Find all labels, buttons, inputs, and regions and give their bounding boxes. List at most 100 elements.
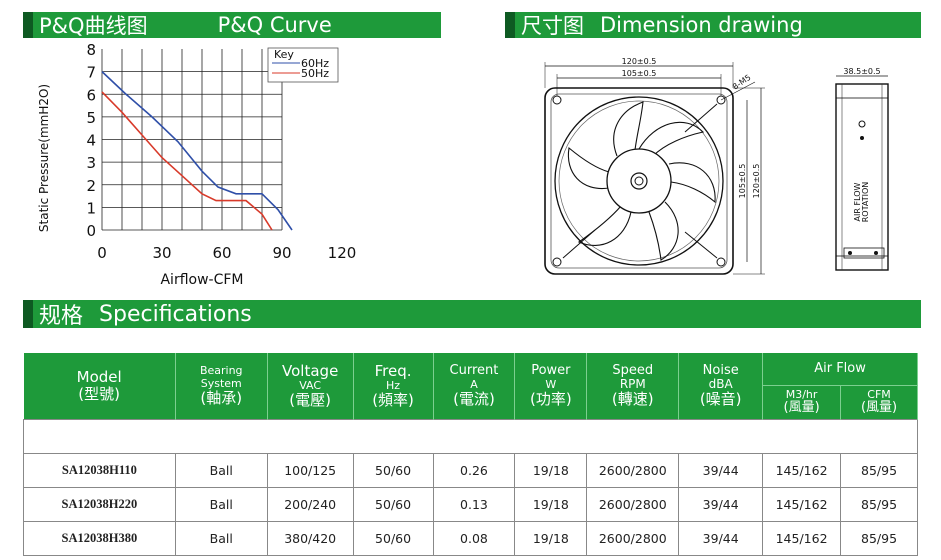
spec-header-en: Specifications <box>99 301 252 327</box>
dim-depth: 38.5±0.5 <box>843 67 880 76</box>
y-tick-label: 4 <box>86 132 96 150</box>
cell-cfm: 85/95 <box>840 452 918 488</box>
cell-power: 19/18 <box>514 452 588 488</box>
y-tick-label: 1 <box>86 199 96 217</box>
y-tick-label: 2 <box>86 177 96 195</box>
dimension-header: 尺寸图 Dimension drawing <box>505 12 921 38</box>
cell-current: 0.26 <box>432 452 516 488</box>
mounting-hole <box>552 257 562 267</box>
fan-front-view: 120±0.5 105±0.5 8-M5 105±0.5 120±0.5 <box>544 57 765 275</box>
chart-grid <box>101 49 283 231</box>
col-cfm: CFM (風量) <box>840 385 918 419</box>
fan-side-view: 38.5±0.5 AIR FLOW ROTATION <box>835 67 889 271</box>
col-current: Current A (電流) <box>433 353 516 419</box>
legend-entry-50hz: 50Hz <box>301 67 329 80</box>
header-marker <box>23 300 33 328</box>
cell-speed: 2600/2800 <box>586 452 680 488</box>
cell-cfm: 85/95 <box>840 486 918 522</box>
x-axis-label: Airflow-CFM <box>160 272 243 288</box>
x-tick-label: 120 <box>328 244 357 262</box>
mounting-hole <box>552 95 562 105</box>
col-airflow: Air Flow <box>762 353 918 386</box>
cell-freq: 50/60 <box>352 520 434 556</box>
pq-curve-header: P&Q曲线图 P&Q Curve <box>23 12 441 38</box>
dim-header-cn: 尺寸图 <box>521 14 584 38</box>
cell-model: SA12038H110 <box>23 452 176 488</box>
cell-power: 19/18 <box>514 520 588 556</box>
x-tick-label: 30 <box>152 244 171 262</box>
table-row: SA12038H380 Ball 380/420 50/60 0.08 19/1… <box>23 520 918 556</box>
cell-bearing: Ball <box>174 486 268 522</box>
cell-voltage: 380/420 <box>266 520 354 556</box>
col-model: Model (型號) <box>23 353 176 419</box>
pq-header-en: P&Q Curve <box>217 13 332 37</box>
rotation-label: ROTATION <box>861 182 870 223</box>
table-row: SA12038H220 Ball 200/240 50/60 0.13 19/1… <box>23 486 918 522</box>
chart-legend: Key 60Hz 50Hz <box>267 47 339 83</box>
spec-table: Model (型號) Bearing System (軸承) Voltage V… <box>23 353 918 556</box>
col-speed: Speed RPM (轉速) <box>586 353 680 419</box>
col-m3hr: M3/hr (風量) <box>762 385 842 419</box>
cell-freq: 50/60 <box>352 486 434 522</box>
cell-noise: 39/44 <box>678 452 764 488</box>
dim-hole-spacing: 105±0.5 <box>622 69 657 78</box>
dim-overall-height: 120±0.5 <box>752 164 761 199</box>
cell-speed: 2600/2800 <box>586 520 680 556</box>
airflow-label: AIR FLOW <box>853 182 862 221</box>
dim-overall-width: 120±0.5 <box>622 57 657 66</box>
dim-hole-spacing-vertical: 105±0.5 <box>738 164 747 199</box>
mounting-hole <box>716 257 726 267</box>
col-voltage: Voltage VAC (電壓) <box>267 353 354 419</box>
col-power: Power W (功率) <box>514 353 588 419</box>
side-frame-outline <box>835 83 889 271</box>
dim-header-en: Dimension drawing <box>600 13 803 37</box>
cell-bearing: Ball <box>174 520 268 556</box>
fan-hub <box>606 148 672 214</box>
x-tick-label: 60 <box>212 244 231 262</box>
col-freq: Freq. Hz (頻率) <box>353 353 434 419</box>
pq-header-cn: P&Q曲线图 <box>39 14 148 38</box>
cell-current: 0.08 <box>432 520 516 556</box>
y-tick-label: 3 <box>86 154 96 172</box>
cell-m3hr: 145/162 <box>762 520 842 556</box>
x-tick-labels: 0 30 60 90 120 <box>97 244 356 262</box>
cell-m3hr: 145/162 <box>762 452 842 488</box>
cell-voltage: 200/240 <box>266 486 354 522</box>
y-tick-label: 5 <box>86 109 96 127</box>
x-tick-label: 0 <box>97 244 107 262</box>
cell-voltage: 100/125 <box>266 452 354 488</box>
pq-chart: 0 1 2 3 4 5 6 7 8 0 30 60 90 120 Static Pressure(mmH… <box>37 41 356 288</box>
cell-noise: 39/44 <box>678 520 764 556</box>
chart-series <box>101 71 293 231</box>
cell-current: 0.13 <box>432 486 516 522</box>
y-axis-label: Static Pressure(mmH2O) <box>37 84 51 232</box>
cell-power: 19/18 <box>514 486 588 522</box>
fan-venturi-ring <box>554 96 724 266</box>
spec-header: 规格 Specifications <box>23 300 921 329</box>
legend-title: Key <box>274 48 294 61</box>
fan-blades <box>567 101 716 261</box>
series-line-60hz <box>101 71 293 231</box>
series-line-50hz <box>101 91 273 231</box>
legend-entry-60hz: 60Hz <box>301 57 329 70</box>
table-row: SA12038H110 Ball 100/125 50/60 0.26 19/1… <box>23 452 918 488</box>
cell-freq: 50/60 <box>352 452 434 488</box>
x-tick-label: 90 <box>272 244 291 262</box>
cell-noise: 39/44 <box>678 486 764 522</box>
header-marker <box>505 12 515 38</box>
cell-m3hr: 145/162 <box>762 486 842 522</box>
cell-speed: 2600/2800 <box>586 486 680 522</box>
y-tick-label: 0 <box>86 222 96 240</box>
cell-cfm: 85/95 <box>840 520 918 556</box>
y-tick-labels: 0 1 2 3 4 5 6 7 8 <box>86 41 96 240</box>
col-noise: Noise dBA (噪音) <box>678 353 764 419</box>
fan-frame-outline <box>544 87 734 275</box>
header-marker <box>23 12 33 38</box>
cell-model: SA12038H220 <box>23 486 176 522</box>
col-bearing: Bearing System (軸承) <box>175 353 268 419</box>
spec-header-cn: 规格 <box>39 304 84 329</box>
cell-model: SA12038H380 <box>23 520 176 556</box>
y-tick-label: 6 <box>86 86 96 104</box>
y-tick-label: 8 <box>86 41 96 59</box>
y-tick-label: 7 <box>86 64 96 82</box>
